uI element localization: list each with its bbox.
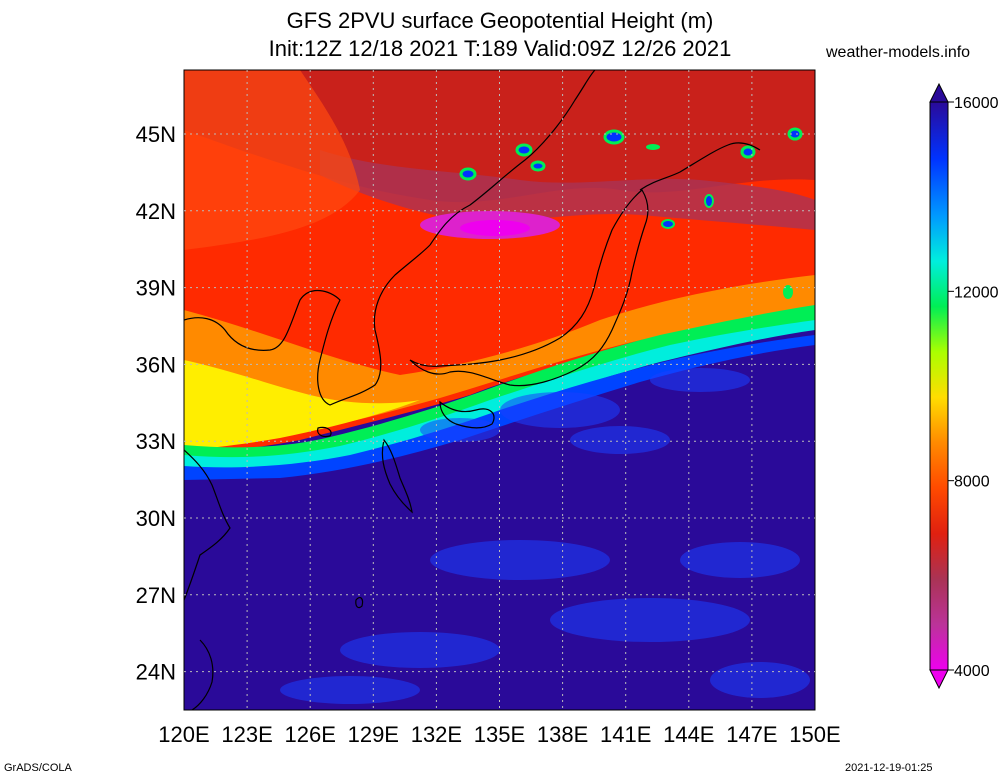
colorbar: 4000 8000 12000 16000 — [929, 82, 999, 690]
lat-tick-label: 24N — [136, 660, 176, 685]
lon-tick-label: 120E — [158, 722, 209, 747]
lat-tick-label: 33N — [136, 429, 176, 454]
lon-tick-label: 147E — [726, 722, 777, 747]
colorbar-top-arrow — [929, 82, 949, 103]
isolated-cells — [459, 127, 803, 299]
lon-tick-label: 129E — [348, 722, 399, 747]
coastlines — [184, 70, 761, 710]
colorbar-label: 12000 — [954, 284, 999, 301]
site-credit: weather-models.info — [826, 44, 971, 61]
lat-tick-label: 27N — [136, 583, 176, 608]
lat-tick-label: 30N — [136, 506, 176, 531]
lon-tick-label: 141E — [600, 722, 651, 747]
lat-tick-label: 36N — [136, 352, 176, 377]
lat-tick-label: 42N — [136, 199, 176, 224]
lon-tick-label: 123E — [221, 722, 272, 747]
map-title: GFS 2PVU surface Geopotential Height (m) — [286, 8, 714, 33]
colorbar-label: 16000 — [954, 95, 999, 112]
colorbar-label: 8000 — [954, 474, 990, 491]
map-subtitle: Init:12Z 12/18 2021 T:189 Valid:09Z 12/2… — [268, 36, 732, 61]
lat-tick-label: 45N — [136, 122, 176, 147]
lon-tick-label: 132E — [411, 722, 462, 747]
colorbar-bottom-arrow — [929, 669, 949, 690]
lon-tick-label: 135E — [474, 722, 525, 747]
lon-tick-label: 150E — [789, 722, 840, 747]
software-credit: GrADS/COLA — [4, 762, 72, 774]
lat-tick-label: 39N — [136, 276, 176, 301]
lon-tick-labels: 120E 123E 126E 129E 132E 135E 138E 141E 144E 147E… — [158, 722, 840, 747]
lon-tick-label: 144E — [663, 722, 714, 747]
render-timestamp: 2021-12-19-01:25 — [845, 762, 933, 774]
height-field — [184, 70, 815, 710]
lat-tick-labels: 24N 27N 30N 33N 36N 39N 42N 45N — [136, 122, 176, 685]
lon-tick-label: 126E — [285, 722, 336, 747]
colorbar-labels: 4000 8000 12000 16000 — [948, 95, 999, 680]
colorbar-scale — [929, 101, 949, 671]
gridlines — [184, 70, 815, 710]
colorbar-label: 4000 — [954, 663, 990, 680]
lon-tick-label: 138E — [537, 722, 588, 747]
